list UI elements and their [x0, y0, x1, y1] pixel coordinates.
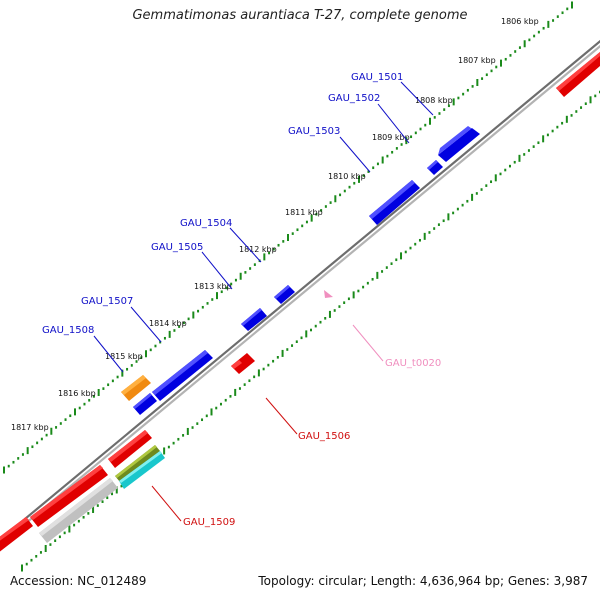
gene-label[interactable]: GAU_1509: [183, 517, 235, 528]
gene-GAU_1507[interactable]: [152, 350, 213, 401]
tick-label: 1814 kbp: [149, 319, 187, 328]
genome-summary: Topology: circular; Length: 4,636,964 bp…: [258, 574, 588, 588]
gene-GAU_1505[interactable]: [241, 308, 267, 331]
tick-label: 1813 kbp: [194, 282, 232, 291]
gene-GAU_1509[interactable]: [115, 445, 160, 482]
tick-label: 1817 kbp: [11, 423, 49, 432]
gene-label[interactable]: GAU_1508: [42, 325, 94, 336]
tick-label: 1816 kbp: [58, 389, 96, 398]
gene-label[interactable]: GAU_1505: [151, 242, 203, 253]
gene-labels: GAU_1501 GAU_1502 GAU_1503 GAU_1504 GAU_…: [42, 72, 441, 528]
gene-GAU_1501[interactable]: [438, 126, 480, 162]
gene-red-1817-a[interactable]: [108, 430, 152, 468]
tick-label: 1807 kbp: [458, 56, 496, 65]
gene-GAU_1502[interactable]: [427, 160, 443, 175]
forward-genes: [121, 126, 480, 415]
lower-tick-scale: [21, 90, 600, 572]
gene-GAU_1506[interactable]: [231, 353, 255, 374]
gene-label[interactable]: GAU_1501: [351, 72, 403, 83]
gene-label[interactable]: GAU_1507: [81, 296, 133, 307]
gene-label[interactable]: GAU_1503: [288, 126, 340, 137]
tick-label: 1810 kbp: [328, 172, 366, 181]
gene-GAU_1508[interactable]: [133, 393, 157, 415]
tick-label: 1808 kbp: [415, 96, 453, 105]
gene-label[interactable]: GAU_1502: [328, 93, 380, 104]
gene-grey[interactable]: [39, 478, 118, 543]
gene-label[interactable]: GAU_t0020: [385, 358, 441, 369]
gene-GAU_t0020[interactable]: [324, 290, 333, 298]
gene-red-top-right[interactable]: [556, 52, 600, 97]
gene-label[interactable]: GAU_1504: [180, 218, 232, 229]
tick-label: 1815 kbp: [105, 352, 143, 361]
gene-GAU_1504[interactable]: [274, 285, 295, 304]
tick-label: 1811 kbp: [285, 208, 323, 217]
reverse-genes: [0, 52, 600, 553]
tick-label: 1812 kbp: [239, 245, 277, 254]
gene-red-left-edge[interactable]: [0, 517, 33, 553]
gene-red-1817-b[interactable]: [30, 465, 108, 527]
gene-GAU_1503[interactable]: [369, 180, 420, 225]
tick-label: 1806 kbp: [501, 17, 539, 26]
tick-label: 1809 kbp: [372, 133, 410, 142]
upper-tick-scale: [3, 1, 573, 474]
label-leader-lines: [93, 81, 434, 522]
gene-orange-1816[interactable]: [121, 375, 151, 401]
genome-backbone: [0, 39, 600, 547]
map-title: Gemmatimonas aurantiaca T-27, complete g…: [132, 8, 468, 23]
tick-label-group: 1806 kbp 1807 kbp 1808 kbp 1809 kbp 1810 kbp…: [11, 17, 539, 432]
gene-label[interactable]: GAU_1506: [298, 431, 350, 442]
accession-label: Accession: NC_012489: [10, 574, 147, 588]
gene-cyan[interactable]: [119, 451, 165, 489]
